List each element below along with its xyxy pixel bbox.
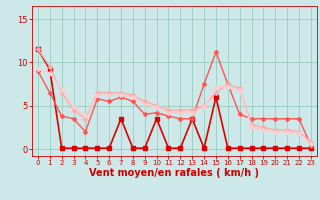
- X-axis label: Vent moyen/en rafales ( km/h ): Vent moyen/en rafales ( km/h ): [89, 168, 260, 178]
